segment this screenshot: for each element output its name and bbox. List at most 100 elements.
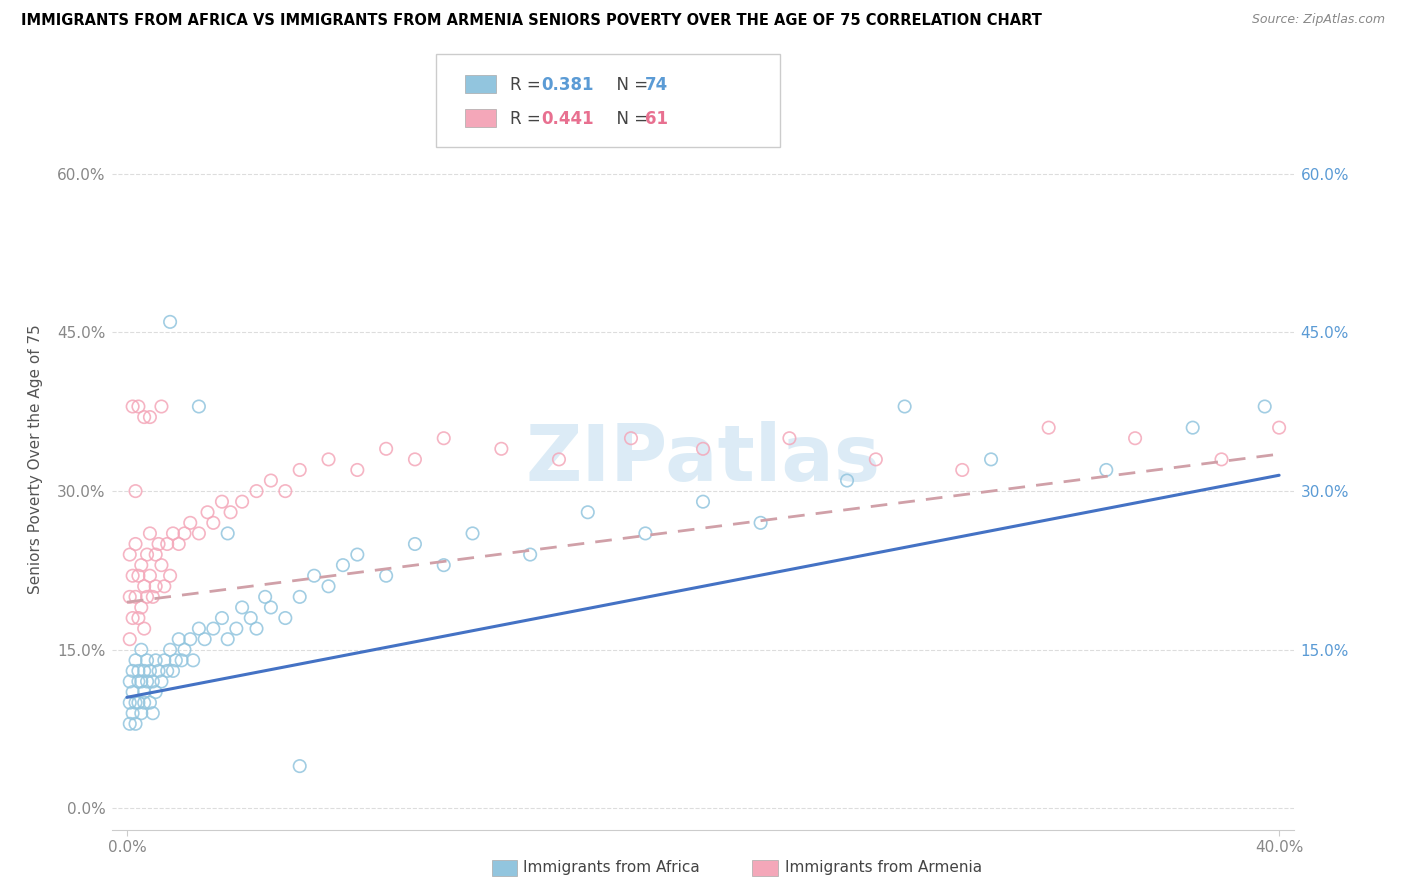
Point <box>148 537 170 551</box>
Point <box>404 452 426 467</box>
Point <box>121 706 143 721</box>
Point <box>179 516 201 530</box>
Text: IMMIGRANTS FROM AFRICA VS IMMIGRANTS FROM ARMENIA SENIORS POVERTY OVER THE AGE O: IMMIGRANTS FROM AFRICA VS IMMIGRANTS FRO… <box>21 13 1042 29</box>
Point <box>179 632 201 647</box>
Point <box>121 664 143 678</box>
Point <box>318 452 340 467</box>
Point <box>139 664 162 678</box>
Point <box>217 526 239 541</box>
Point <box>225 622 247 636</box>
Point <box>187 526 209 541</box>
Text: 61: 61 <box>645 110 668 128</box>
Text: N =: N = <box>606 110 654 128</box>
Point <box>139 568 162 582</box>
Point <box>134 579 156 593</box>
Point <box>139 410 162 425</box>
Point <box>835 474 858 488</box>
Point <box>245 622 267 636</box>
Point <box>332 558 354 573</box>
Point <box>162 664 184 678</box>
Point <box>136 590 159 604</box>
Point <box>245 484 267 499</box>
Point <box>194 632 217 647</box>
Point <box>170 653 193 667</box>
Point <box>433 431 456 445</box>
Point <box>165 653 187 667</box>
Point <box>150 558 173 573</box>
Point <box>181 653 204 667</box>
Point <box>136 653 159 667</box>
Point <box>121 685 143 699</box>
Point <box>121 611 143 625</box>
Text: ZIPatlas: ZIPatlas <box>526 421 880 498</box>
Point <box>139 696 162 710</box>
Point <box>980 452 1002 467</box>
Point <box>404 537 426 551</box>
Point <box>145 653 167 667</box>
Point <box>136 548 159 562</box>
Point <box>375 442 398 456</box>
Point <box>217 632 239 647</box>
Point <box>950 463 973 477</box>
Point <box>1123 431 1146 445</box>
Point <box>127 664 149 678</box>
Point <box>231 600 253 615</box>
Point <box>576 505 599 519</box>
Point <box>231 494 253 508</box>
Point <box>692 442 714 456</box>
Point <box>239 611 262 625</box>
Point <box>1095 463 1118 477</box>
Point <box>118 696 141 710</box>
Point <box>121 400 143 414</box>
Point <box>1254 400 1277 414</box>
Point <box>139 526 162 541</box>
Point <box>124 537 146 551</box>
Point <box>1181 420 1204 434</box>
Point <box>129 558 152 573</box>
Point <box>433 558 456 573</box>
Point <box>1268 420 1291 434</box>
Point <box>1211 452 1233 467</box>
Point <box>202 622 225 636</box>
Point <box>375 568 398 582</box>
Point <box>129 642 152 657</box>
Point <box>167 632 190 647</box>
Point <box>260 600 283 615</box>
Point <box>461 526 484 541</box>
Point <box>778 431 800 445</box>
Text: R =: R = <box>510 76 547 94</box>
Point <box>865 452 887 467</box>
Y-axis label: Seniors Poverty Over the Age of 75: Seniors Poverty Over the Age of 75 <box>28 325 44 594</box>
Point <box>162 526 184 541</box>
Point <box>145 548 167 562</box>
Text: Source: ZipAtlas.com: Source: ZipAtlas.com <box>1251 13 1385 27</box>
Point <box>134 696 156 710</box>
Point <box>173 642 195 657</box>
Point <box>1038 420 1060 434</box>
Point <box>129 674 152 689</box>
Point <box>288 759 311 773</box>
Point <box>167 537 190 551</box>
Point <box>129 706 152 721</box>
Point <box>134 664 156 678</box>
Point <box>124 484 146 499</box>
Text: N =: N = <box>606 76 654 94</box>
Point <box>153 653 176 667</box>
Point <box>118 590 141 604</box>
Point <box>620 431 643 445</box>
Point <box>211 611 233 625</box>
Point <box>127 568 149 582</box>
Point <box>156 537 179 551</box>
Point <box>274 484 297 499</box>
Point <box>519 548 541 562</box>
Point <box>118 674 141 689</box>
Point <box>197 505 219 519</box>
Text: Immigrants from Armenia: Immigrants from Armenia <box>785 861 981 875</box>
Point <box>749 516 772 530</box>
Point <box>187 400 209 414</box>
Point <box>318 579 340 593</box>
Point <box>127 696 149 710</box>
Point <box>124 696 146 710</box>
Point <box>129 600 152 615</box>
Text: 74: 74 <box>645 76 669 94</box>
